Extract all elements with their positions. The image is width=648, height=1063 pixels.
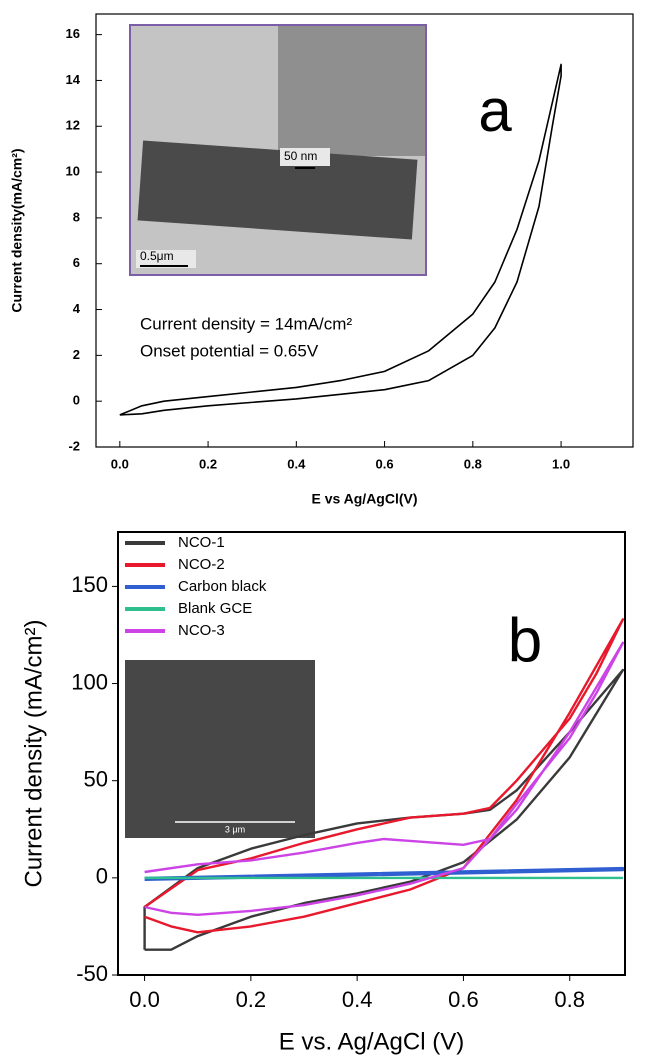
inset-label: 3 μm — [225, 824, 245, 834]
inset-image — [125, 660, 315, 838]
legend-label: NCO-1 — [178, 534, 225, 551]
y-tick-label: 150 — [71, 572, 108, 597]
x-axis-title: E vs. Ag/AgCl (V) — [279, 1028, 464, 1055]
annotation: Current density = 14mA/cm² — [140, 314, 352, 333]
y-tick-label: -50 — [76, 961, 108, 986]
y-tick-label: 14 — [66, 72, 81, 87]
y-tick-label: 8 — [73, 209, 80, 224]
x-tick-label: 0.2 — [236, 987, 267, 1012]
x-tick-label: 1.0 — [552, 456, 570, 471]
legend-label: NCO-2 — [178, 556, 225, 573]
x-tick-label: 0.0 — [129, 987, 160, 1012]
x-tick-label: 0.0 — [111, 456, 129, 471]
x-tick-label: 0.2 — [199, 456, 217, 471]
y-tick-label: 4 — [73, 301, 81, 316]
y-axis-title: Current density(mA/cm²) — [9, 148, 25, 312]
legend-label: Carbon black — [178, 578, 267, 595]
x-axis-title: E vs Ag/AgCl(V) — [311, 491, 417, 507]
inset-label: 50 nm — [284, 149, 317, 163]
y-tick-label: 6 — [73, 255, 80, 270]
y-tick-label: 0 — [96, 864, 108, 889]
x-tick-label: 0.8 — [554, 987, 585, 1012]
y-axis-title: Current density (mA/cm²) — [20, 619, 47, 887]
figure: 0.5μm 50 nm Current density = 14mA/cm² O… — [0, 0, 648, 1063]
x-tick-label: 0.8 — [464, 456, 482, 471]
legend-label: Blank GCE — [178, 600, 252, 617]
y-tick-label: 16 — [66, 26, 80, 41]
y-tick-label: 12 — [66, 118, 80, 133]
annotation: Onset potential = 0.65V — [140, 341, 319, 360]
y-tick-label: -2 — [68, 438, 80, 453]
inset-image — [278, 26, 425, 156]
x-tick-label: 0.6 — [448, 987, 479, 1012]
panel-label: b — [508, 606, 542, 675]
y-tick-label: 100 — [71, 669, 108, 694]
y-tick-label: 2 — [73, 347, 80, 362]
y-tick-label: 50 — [84, 767, 108, 792]
page: 0.5μm 50 nm Current density = 14mA/cm² O… — [0, 0, 648, 1063]
y-tick-label: 0 — [73, 393, 80, 408]
x-tick-label: 0.4 — [287, 456, 306, 471]
x-tick-label: 0.4 — [342, 987, 373, 1012]
legend-label: NCO-3 — [178, 622, 225, 639]
panel-label: a — [478, 77, 512, 144]
x-tick-label: 0.6 — [376, 456, 394, 471]
inset-label: 0.5μm — [140, 249, 174, 263]
y-tick-label: 10 — [66, 164, 80, 179]
